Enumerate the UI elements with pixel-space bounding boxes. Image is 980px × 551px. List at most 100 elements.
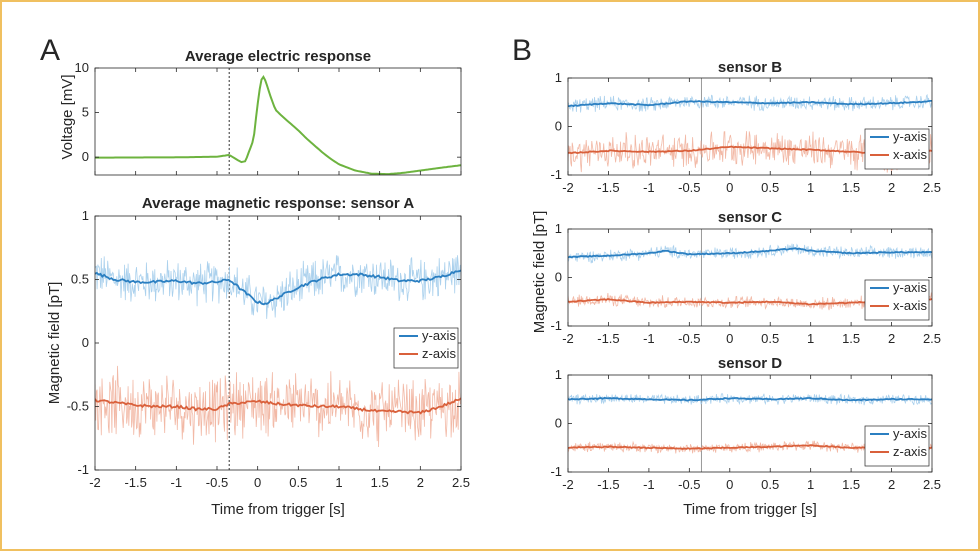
plot-area [95, 68, 461, 175]
x-tick-label: -0.5 [678, 331, 700, 346]
y-tick-label: 0 [82, 335, 89, 350]
series-line-electric [95, 74, 461, 175]
y-tick-label: 1 [555, 221, 562, 236]
series-raw-y-axis [95, 255, 461, 319]
x-tick-label: 2.5 [452, 475, 470, 490]
chart-title: Average electric response [185, 48, 371, 65]
y-tick-label: 5 [82, 105, 89, 120]
y-tick-label: 0 [555, 416, 562, 431]
x-tick-label: -1.5 [597, 477, 619, 492]
x-tick-label: 0.5 [761, 180, 779, 195]
series-raw-z-axis [95, 365, 461, 448]
legend-box [393, 327, 459, 369]
x-tick-label: 1 [807, 331, 814, 346]
x-tick-label: 0 [726, 477, 733, 492]
legend-label-z-axis: z-axis [893, 444, 927, 459]
y-tick-label: 0 [82, 149, 89, 164]
chart-title: sensor B [718, 59, 782, 76]
x-tick-label: -2 [562, 331, 574, 346]
x-tick-label: 2 [888, 331, 895, 346]
x-tick-label: 1.5 [842, 331, 860, 346]
x-tick-label: -1 [171, 475, 183, 490]
x-tick-label: -0.5 [678, 180, 700, 195]
y-tick-label: 1 [555, 70, 562, 85]
x-tick-label: 0 [726, 331, 733, 346]
chart-1: -1 -0.5 0 0.5 1 -2 -1.5 -1 -0.5 0 0.5 1 1.5 2 2.5 Avera… [46, 195, 470, 518]
x-tick-label: -2 [562, 477, 574, 492]
x-tick-label: 2 [417, 475, 424, 490]
plot-content [95, 68, 461, 175]
x-tick-label: 1.5 [842, 180, 860, 195]
chart-4: -1 0 1 -2 -1.5 -1 -0.5 0 0.5 1 1.5 2 2.5 sensor D Time… [550, 355, 941, 518]
series-line-y-axis [568, 396, 932, 402]
x-tick-label: 0.5 [761, 477, 779, 492]
x-tick-label: -1 [643, 180, 655, 195]
panel-label-b: B [512, 34, 532, 67]
legend-label-x-axis: x-axis [893, 298, 927, 313]
x-tick-label: 1 [335, 475, 342, 490]
x-tick-label: 2.5 [923, 331, 941, 346]
y-tick-label: -1 [550, 167, 562, 182]
x-tick-label: 0 [254, 475, 261, 490]
y-tick-label: -1 [550, 318, 562, 333]
x-axis-label: Time from trigger [s] [683, 501, 817, 518]
chart-0: 0 5 10 Average electric response Voltage [mV… [59, 48, 462, 176]
y-tick-label: 0.5 [71, 272, 89, 287]
legend-label-z-axis: z-axis [422, 346, 456, 361]
series-line-y-axis [568, 100, 932, 108]
y-tick-label: 1 [82, 208, 89, 223]
y-tick-label: -1 [550, 464, 562, 479]
chart-2: -1 0 1 -2 -1.5 -1 -0.5 0 0.5 1 1.5 2 2.5 sensor B y-ax… [550, 59, 941, 195]
plot-content [95, 216, 461, 470]
x-tick-label: 2 [888, 477, 895, 492]
chart-title: sensor D [718, 355, 782, 372]
chart-3: -1 0 1 -2 -1.5 -1 -0.5 0 0.5 1 1.5 2 2.5 sensor C Magn… [531, 209, 941, 346]
x-tick-label: 1 [807, 477, 814, 492]
series-line-y-axis [95, 269, 461, 306]
y-tick-label: 1 [555, 367, 562, 382]
legend-label-x-axis: x-axis [893, 147, 927, 162]
legend: y-axis z-axis [864, 425, 930, 467]
legend-box [864, 128, 930, 170]
x-tick-label: -1.5 [597, 180, 619, 195]
y-tick-label: -0.5 [67, 399, 89, 414]
x-tick-label: -0.5 [678, 477, 700, 492]
legend-label-y-axis: y-axis [893, 129, 927, 144]
legend-label-y-axis: y-axis [893, 280, 927, 295]
x-tick-label: 1 [807, 180, 814, 195]
x-tick-label: 2.5 [923, 180, 941, 195]
y-tick-label: -1 [77, 462, 89, 477]
x-tick-label: -2 [562, 180, 574, 195]
legend-label-y-axis: y-axis [893, 426, 927, 441]
x-tick-label: 1.5 [842, 477, 860, 492]
x-tick-label: -0.5 [206, 475, 228, 490]
panel-label-a: A [40, 34, 60, 67]
legend-box [864, 425, 930, 467]
series-raw-y-axis [568, 93, 932, 113]
legend-box [864, 279, 930, 321]
x-tick-label: 2 [888, 180, 895, 195]
x-tick-label: 0.5 [289, 475, 307, 490]
x-axis-label: Time from trigger [s] [211, 501, 345, 518]
x-tick-label: -1.5 [597, 331, 619, 346]
legend-label-y-axis: y-axis [422, 328, 456, 343]
legend: y-axis z-axis [393, 327, 459, 369]
axes-box [94, 67, 462, 176]
x-tick-label: 0.5 [761, 331, 779, 346]
y-axis-label: Magnetic field [pT] [46, 282, 63, 405]
x-tick-label: -1 [643, 477, 655, 492]
y-axis-label: Voltage [mV] [59, 74, 76, 159]
legend: y-axis x-axis [864, 128, 930, 170]
x-tick-label: -1.5 [124, 475, 146, 490]
x-tick-label: 2.5 [923, 477, 941, 492]
y-tick-label: 0 [555, 119, 562, 134]
y-tick-label: 0 [555, 270, 562, 285]
chart-title: Average magnetic response: sensor A [142, 195, 414, 212]
series-line-z-axis [95, 397, 461, 415]
legend: y-axis x-axis [864, 279, 930, 321]
y-axis-label: Magnetic field [pT] [531, 211, 548, 334]
chart-title: sensor C [718, 209, 782, 226]
x-tick-label: 1.5 [371, 475, 389, 490]
